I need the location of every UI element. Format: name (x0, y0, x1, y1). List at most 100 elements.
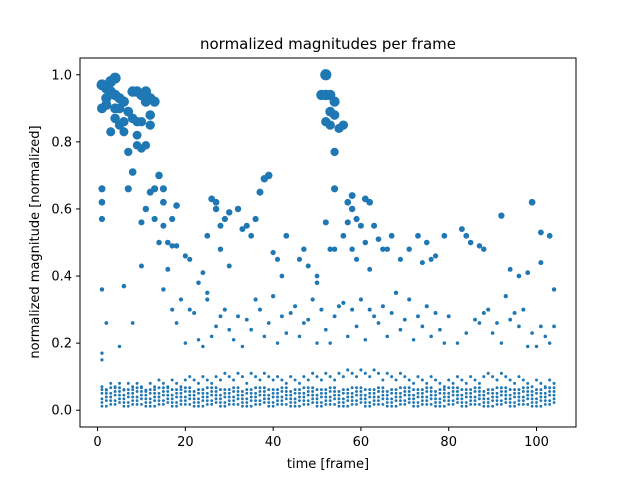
data-point (175, 391, 179, 395)
data-point (350, 391, 354, 395)
data-point (513, 381, 517, 385)
data-point (284, 397, 288, 401)
data-point (517, 324, 521, 329)
data-point (539, 388, 543, 392)
data-point (385, 371, 389, 375)
data-point (451, 399, 455, 403)
data-point (464, 401, 468, 404)
data-point (239, 226, 246, 233)
data-point (183, 390, 187, 393)
data-point (173, 202, 180, 209)
data-point (131, 395, 135, 399)
data-point (412, 381, 416, 385)
data-point (548, 393, 552, 397)
data-point (205, 402, 209, 406)
data-point (126, 381, 130, 385)
data-point (270, 249, 276, 256)
data-point (464, 331, 469, 335)
data-point (337, 393, 341, 397)
data-point (223, 388, 227, 392)
data-point (350, 395, 354, 399)
data-point (245, 401, 249, 404)
data-point (192, 378, 196, 382)
data-point (429, 390, 433, 393)
data-point (245, 404, 249, 408)
data-point (398, 391, 402, 395)
data-point (495, 378, 499, 382)
data-point (117, 344, 122, 349)
data-point (98, 198, 106, 206)
data-point (279, 273, 285, 279)
data-point (266, 321, 271, 325)
plot-frame (79, 57, 577, 428)
data-point (227, 327, 232, 332)
data-point (451, 393, 455, 397)
data-point (399, 395, 402, 399)
data-point (548, 378, 552, 382)
data-point (258, 390, 262, 393)
data-point (104, 391, 108, 395)
data-point (464, 388, 468, 392)
data-point (240, 397, 244, 401)
data-point (539, 391, 543, 395)
data-point (537, 229, 544, 236)
data-point (368, 404, 372, 408)
data-point (153, 391, 157, 395)
data-point (344, 198, 352, 206)
data-point (128, 168, 137, 176)
data-point (355, 399, 358, 403)
data-point (521, 402, 525, 406)
data-point (548, 386, 552, 390)
data-point (447, 378, 451, 382)
data-point (416, 314, 420, 319)
data-point (504, 401, 508, 404)
data-point (119, 117, 129, 127)
data-point (157, 378, 161, 382)
data-point (122, 388, 126, 392)
data-point (109, 72, 121, 84)
data-point (113, 393, 117, 397)
data-point (507, 266, 513, 272)
data-point (535, 401, 538, 404)
data-point (346, 399, 350, 403)
data-point (301, 246, 307, 252)
data-point (280, 390, 284, 393)
data-point (416, 375, 420, 379)
data-point (346, 388, 350, 392)
data-point (403, 399, 407, 403)
data-point (276, 395, 279, 399)
data-point (393, 290, 399, 295)
data-point (324, 388, 328, 392)
data-point (232, 399, 236, 403)
data-point (311, 397, 315, 401)
data-point (135, 395, 139, 399)
data-point (240, 375, 244, 379)
data-point (104, 321, 109, 325)
data-point (504, 390, 508, 393)
data-point (236, 402, 240, 406)
data-point (289, 401, 293, 404)
data-point (412, 397, 416, 401)
data-point (200, 270, 206, 276)
data-point (517, 375, 521, 379)
data-point (539, 404, 543, 408)
data-point (219, 397, 222, 401)
data-point (504, 393, 508, 397)
data-point (175, 401, 178, 404)
data-point (368, 395, 372, 399)
data-point (166, 397, 170, 401)
data-point (464, 404, 468, 408)
data-point (96, 79, 108, 91)
data-point (548, 402, 552, 406)
data-point (455, 341, 460, 345)
data-point (276, 388, 279, 392)
data-point (368, 375, 372, 379)
data-point (324, 371, 328, 375)
data-point (372, 402, 376, 406)
data-point (223, 401, 227, 404)
data-point (249, 371, 253, 375)
data-point (477, 386, 481, 390)
data-point (478, 393, 481, 397)
data-point (170, 378, 174, 382)
data-point (451, 381, 455, 385)
